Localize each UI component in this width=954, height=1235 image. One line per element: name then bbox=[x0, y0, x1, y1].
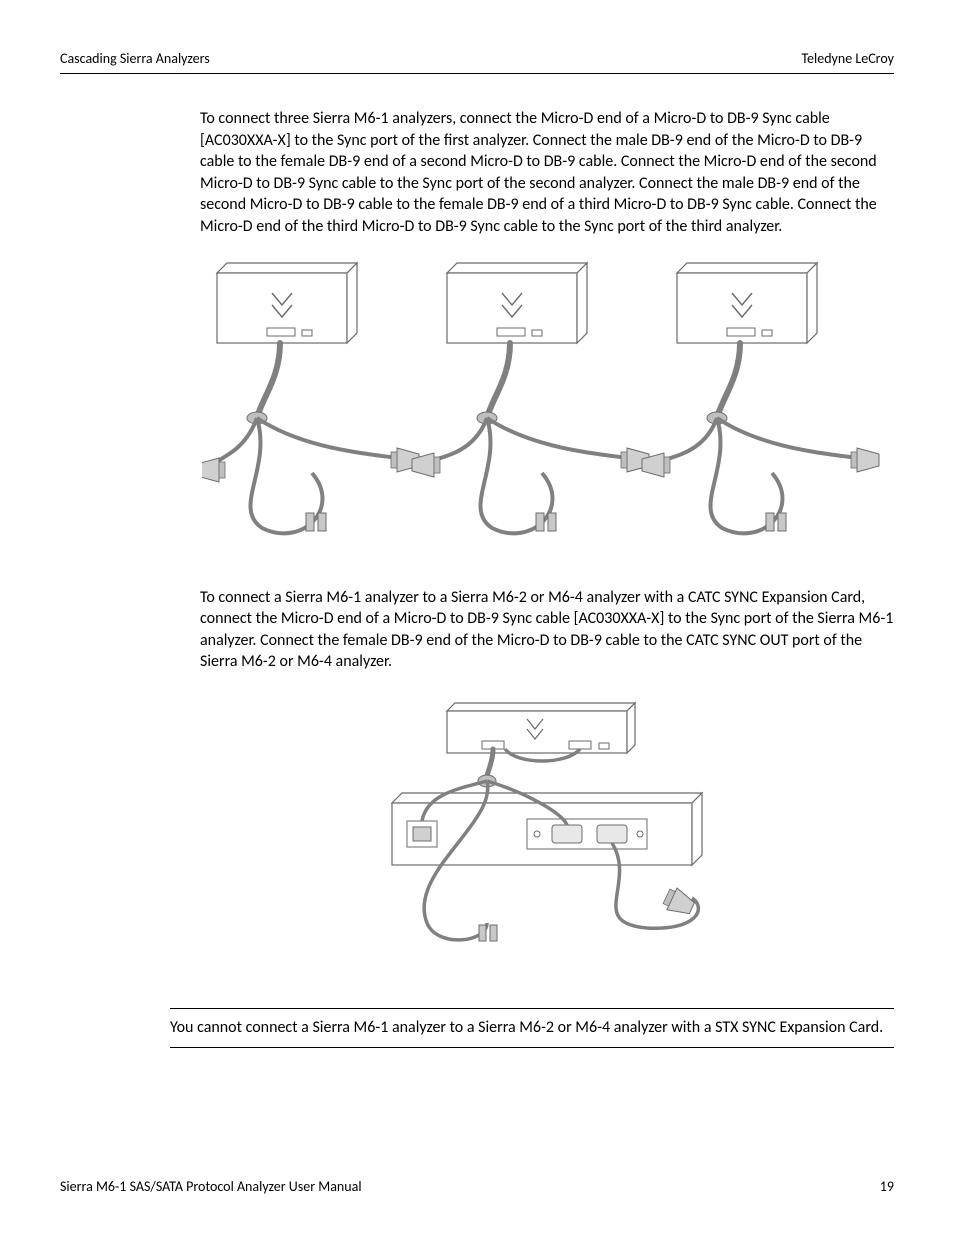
page-header: Cascading Sierra Analyzers Teledyne LeCr… bbox=[60, 50, 894, 74]
three-analyzers-diagram-icon bbox=[202, 258, 892, 558]
header-right: Teledyne LeCroy bbox=[801, 50, 894, 67]
page: Cascading Sierra Analyzers Teledyne LeCr… bbox=[0, 0, 954, 1235]
footer-left: Sierra M6-1 SAS/SATA Protocol Analyzer U… bbox=[60, 1178, 362, 1195]
note-box: You cannot connect a Sierra M6-1 analyze… bbox=[170, 1008, 894, 1048]
paragraph-2: To connect a Sierra M6-1 analyzer to a S… bbox=[200, 587, 894, 673]
mixed-analyzers-diagram-icon bbox=[337, 693, 757, 973]
footer-page-number: 19 bbox=[880, 1178, 894, 1195]
page-footer: Sierra M6-1 SAS/SATA Protocol Analyzer U… bbox=[60, 1178, 894, 1195]
content-area: To connect three Sierra M6-1 analyzers, … bbox=[60, 108, 894, 978]
note-text: You cannot connect a Sierra M6-1 analyze… bbox=[170, 1018, 883, 1037]
header-left: Cascading Sierra Analyzers bbox=[60, 50, 210, 67]
paragraph-1: To connect three Sierra M6-1 analyzers, … bbox=[200, 108, 894, 238]
figure-mixed-analyzers bbox=[200, 693, 894, 978]
figure-three-analyzers bbox=[200, 258, 894, 563]
